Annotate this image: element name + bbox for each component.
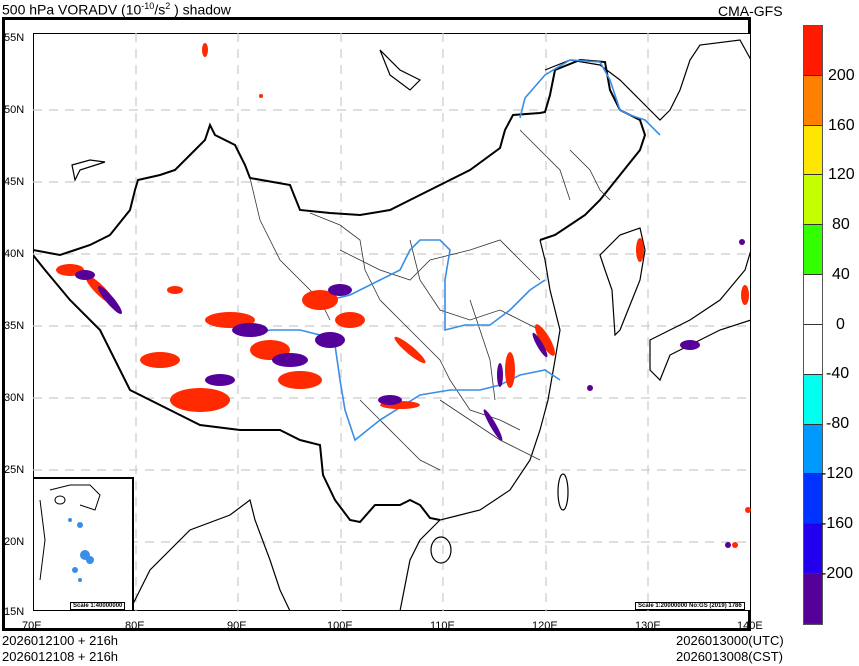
- colorbar-swatch: [804, 175, 822, 226]
- title-text: 500 hPa VORADV (10: [2, 1, 142, 18]
- lat-label: 30N: [4, 392, 25, 404]
- lat-label: 55N: [4, 32, 25, 44]
- colorbar-label: 40: [832, 266, 850, 283]
- title-exponent: -10: [141, 1, 155, 11]
- vorticity-field: [56, 43, 751, 548]
- south-china-sea-inset: [33, 477, 134, 611]
- colorbar-label: -200: [821, 565, 854, 582]
- country-border-china: [33, 58, 647, 257]
- valid-time-cst: 2026013008(CST): [676, 649, 783, 664]
- lat-label: 40N: [4, 248, 25, 260]
- colorbar-label: -120: [821, 465, 854, 482]
- lat-label: 50N: [4, 104, 25, 116]
- colorbar-swatch: [804, 574, 822, 624]
- colorbar-label: 160: [828, 117, 855, 134]
- colorbar-label: 200: [828, 67, 855, 84]
- colorbar-swatch: [804, 26, 822, 76]
- valid-time-utc: 2026013000(UTC): [676, 633, 784, 648]
- title-suffix: ) shadow: [170, 1, 231, 18]
- colorbar-swatch: [804, 374, 822, 425]
- title-unit: /s: [154, 1, 166, 18]
- province-borders: [249, 129, 611, 471]
- colorbar-swatch: [804, 125, 822, 176]
- colorbar-swatch: [804, 324, 822, 375]
- init-time-utc: 2026012100 + 216h: [2, 633, 119, 648]
- colorbar-label: 80: [832, 216, 850, 233]
- lat-label: 20N: [4, 536, 25, 548]
- lon-label: 80E: [125, 620, 145, 632]
- lat-label: 35N: [4, 320, 25, 332]
- graticule: [33, 33, 751, 611]
- inset-scale-label: Scale 1:40000000: [70, 602, 126, 610]
- colorbar-swatch: [804, 275, 822, 325]
- lat-label: 25N: [4, 464, 25, 476]
- title-exponent2: 2: [165, 1, 171, 11]
- lon-label: 70E: [22, 620, 42, 632]
- colorbar-swatch: [804, 424, 822, 475]
- colorbar: [803, 25, 823, 625]
- colorbar-swatch: [804, 524, 822, 575]
- lat-label: 15N: [4, 606, 25, 618]
- colorbar-swatch: [804, 474, 822, 525]
- init-time-cst: 2026012108 + 216h: [2, 649, 119, 664]
- colorbar-swatch: [804, 75, 822, 126]
- colorbar-label: -160: [821, 515, 854, 532]
- lon-label: 100E: [327, 620, 353, 632]
- colorbar-swatch: [804, 225, 822, 276]
- map-scale-label: Scale 1:20000000 No:GS (2019) 1786: [635, 602, 745, 610]
- map-area: [33, 33, 751, 611]
- lon-label: 90E: [227, 620, 247, 632]
- lon-label: 140E: [737, 620, 763, 632]
- lon-label: 130E: [635, 620, 661, 632]
- chart-title: 500 hPa VORADV (10-10/s2 ) shadow: [2, 1, 231, 18]
- lon-label: 120E: [532, 620, 558, 632]
- lat-label: 45N: [4, 176, 25, 188]
- colorbar-label: -80: [826, 415, 850, 432]
- lon-label: 110E: [430, 620, 455, 632]
- colorbar-label: -40: [826, 365, 850, 382]
- colorbar-label: 120: [828, 166, 855, 183]
- colorbar-label: 0: [836, 316, 845, 333]
- model-name: CMA-GFS: [718, 3, 783, 19]
- coastline: [399, 239, 561, 611]
